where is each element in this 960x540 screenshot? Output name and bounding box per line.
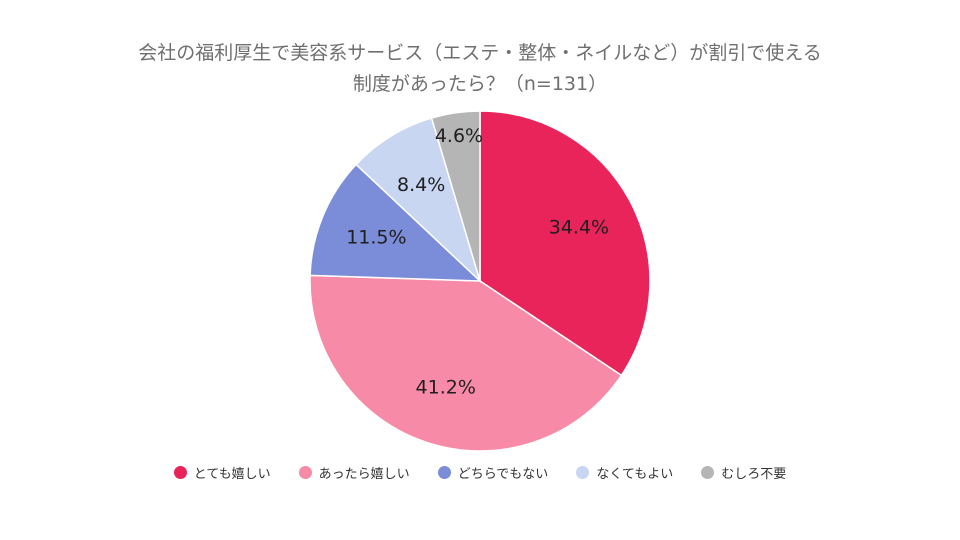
legend-item[interactable]: なくてもよい <box>576 463 673 482</box>
slice-value-label: 41.2% <box>416 376 476 398</box>
legend-item[interactable]: とても嬉しい <box>173 463 271 482</box>
legend-label: なくてもよい <box>596 467 674 482</box>
slice-value-label: 34.4% <box>549 217 609 239</box>
pie-slice[interactable] <box>430 110 481 282</box>
chart-title-line-1: 会社の福利厚生で美容系サービス（エステ・整体・ネイルなど）が割引で使える <box>138 42 822 64</box>
legend-item[interactable]: むしろ不要 <box>701 463 786 482</box>
pie-slice[interactable] <box>309 163 482 282</box>
legend-swatch <box>437 466 451 479</box>
legend-swatch <box>701 466 715 479</box>
legend: とても嬉しい あったら嬉しい どちらでもない なくてもよい むしろ不要 <box>0 463 960 482</box>
slice-value-label: 4.6% <box>435 125 483 147</box>
legend-swatch <box>576 466 590 479</box>
legend-label: どちらでもない <box>457 467 549 482</box>
legend-swatch <box>173 466 187 479</box>
legend-label: あったら嬉しい <box>318 467 410 482</box>
legend-item[interactable]: あったら嬉しい <box>298 463 410 482</box>
slice-value-label: 11.5% <box>346 226 406 248</box>
legend-item[interactable]: どちらでもない <box>437 463 549 482</box>
pie-slice[interactable] <box>355 117 482 284</box>
chart-title: 会社の福利厚生で美容系サービス（エステ・整体・ネイルなど）が割引で使える 制度が… <box>0 38 960 100</box>
chart-title-line-2: 制度があったら？（n=131） <box>352 73 608 95</box>
legend-label: むしろ不要 <box>721 467 787 482</box>
legend-label: とても嬉しい <box>193 467 271 482</box>
pie-slice[interactable] <box>309 274 623 452</box>
legend-swatch <box>298 466 312 479</box>
slice-value-label: 8.4% <box>397 174 445 196</box>
